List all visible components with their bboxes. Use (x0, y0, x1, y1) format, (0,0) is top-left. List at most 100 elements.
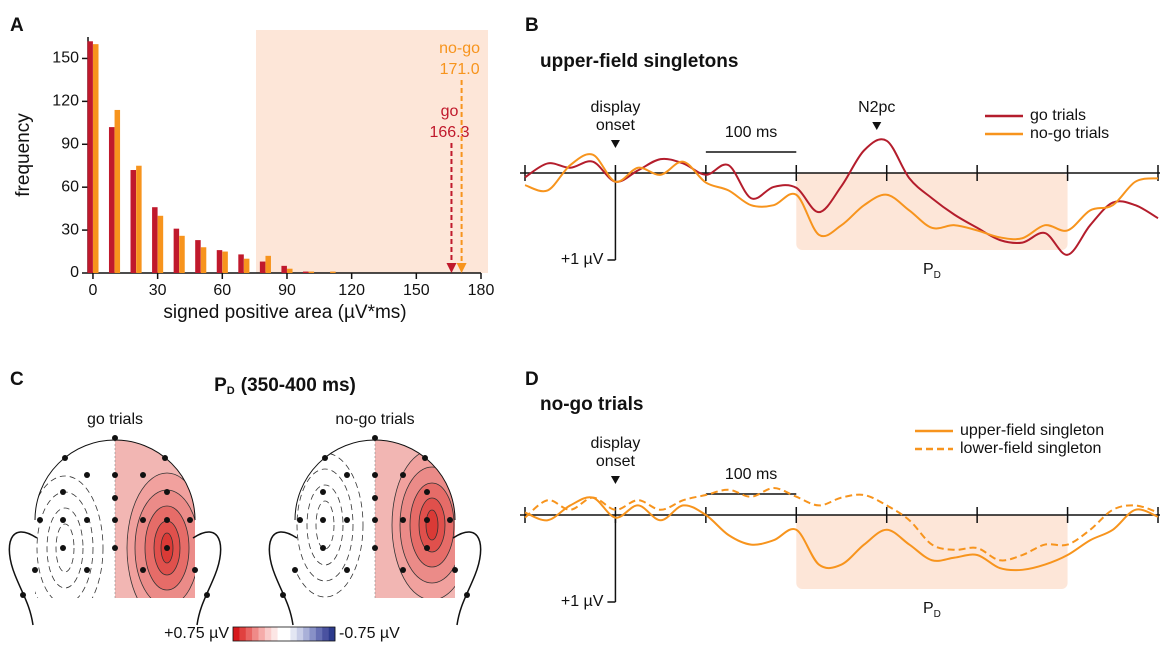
colorbar-cell (329, 627, 336, 641)
electrode (292, 567, 298, 573)
time-scale-label: 100 ms (725, 124, 777, 141)
colorbar-max-label: +0.75 µV (164, 625, 229, 642)
electrode (424, 545, 430, 551)
electrode (84, 567, 90, 573)
bar (136, 166, 142, 273)
electrode (140, 517, 146, 523)
electrode (112, 545, 118, 551)
bar (265, 256, 271, 273)
bar (195, 240, 201, 273)
contour (426, 510, 438, 540)
electrode (32, 567, 38, 573)
electrode (112, 435, 118, 441)
colorbar-cell (316, 627, 323, 641)
title-main: P (214, 375, 227, 396)
bar (131, 170, 137, 273)
annotation: N2pc (858, 99, 895, 116)
x-tick-label: 120 (338, 282, 365, 299)
colorbar-cell (290, 627, 297, 641)
x-tick-label: 150 (403, 282, 430, 299)
window-label: PD (923, 600, 941, 619)
annotation-marker (611, 140, 620, 148)
bar (281, 266, 287, 273)
electrode (62, 455, 68, 461)
annotation: onset (596, 453, 636, 470)
electrode (320, 489, 326, 495)
electrode (372, 517, 378, 523)
electrode (424, 517, 430, 523)
bar (201, 247, 207, 273)
electrode (344, 517, 350, 523)
bar (244, 259, 250, 273)
bar (109, 127, 115, 273)
legend-label: upper-field singleton (960, 422, 1104, 439)
window-label-main: P (923, 600, 934, 617)
electrode (297, 517, 303, 523)
marker-name: go (441, 103, 459, 120)
electrode (372, 472, 378, 478)
bar (222, 252, 228, 273)
analysis-window (796, 515, 1067, 589)
bar (93, 44, 99, 273)
legend-label: lower-field singleton (960, 440, 1101, 457)
y-tick-label: 30 (61, 221, 79, 238)
electrode (187, 517, 193, 523)
analysis-window (796, 173, 1067, 250)
electrode (60, 545, 66, 551)
y-tick-label: 0 (70, 264, 79, 281)
electrode (280, 592, 286, 598)
electrode (20, 592, 26, 598)
colorbar-cell (297, 627, 304, 641)
annotation: onset (596, 117, 636, 134)
electrode (322, 455, 328, 461)
electrode (112, 495, 118, 501)
bar (260, 262, 266, 273)
annotation-marker (611, 476, 620, 484)
x-tick-label: 180 (468, 282, 495, 299)
marker-name: no-go (439, 40, 480, 57)
contour-negative (316, 501, 334, 549)
colorbar-cell (310, 627, 317, 641)
marker-value: 171.0 (440, 61, 480, 78)
electrode (192, 567, 198, 573)
colorbar-cell (265, 627, 272, 641)
electrode (400, 567, 406, 573)
legend-label: go trials (1030, 107, 1086, 124)
colorbar-cell (259, 627, 266, 641)
window-label-sub: D (934, 270, 941, 281)
head-fill (285, 430, 472, 600)
panel-title: PD(350-400 ms) (214, 375, 356, 397)
colorbar-min-label: -0.75 µV (339, 625, 400, 642)
contour-negative (297, 469, 353, 581)
x-axis-label: signed positive area (µV*ms) (163, 302, 406, 323)
y-tick-label: 150 (52, 50, 79, 67)
bar (87, 41, 93, 273)
panel-title: no-go trials (540, 394, 643, 415)
x-tick-label: 0 (89, 282, 98, 299)
panel-title: upper-field singletons (540, 51, 738, 72)
contour-negative (287, 453, 363, 597)
figure: ABCD03060901201500306090120150180go166.3… (0, 0, 1161, 647)
bar (217, 250, 223, 273)
colorbar-cell (233, 627, 240, 641)
electrode (140, 472, 146, 478)
window-label: PD (923, 261, 941, 280)
electrode (372, 545, 378, 551)
x-tick-label: 90 (278, 282, 296, 299)
bar (158, 216, 164, 273)
electrode (162, 455, 168, 461)
bar (174, 229, 180, 273)
colorbar-cell (271, 627, 278, 641)
marker-value: 166.3 (429, 124, 469, 141)
x-tick-label: 30 (149, 282, 167, 299)
left-mask (285, 430, 375, 600)
panel-label: B (525, 15, 539, 36)
y-axis-label: frequency (13, 113, 34, 197)
annotation-marker (872, 122, 881, 130)
y-tick-label: 120 (52, 93, 79, 110)
annotation: display (591, 99, 641, 116)
head-map (9, 430, 220, 625)
title-sub: D (227, 385, 235, 397)
bar (179, 236, 185, 273)
bar (238, 254, 244, 273)
